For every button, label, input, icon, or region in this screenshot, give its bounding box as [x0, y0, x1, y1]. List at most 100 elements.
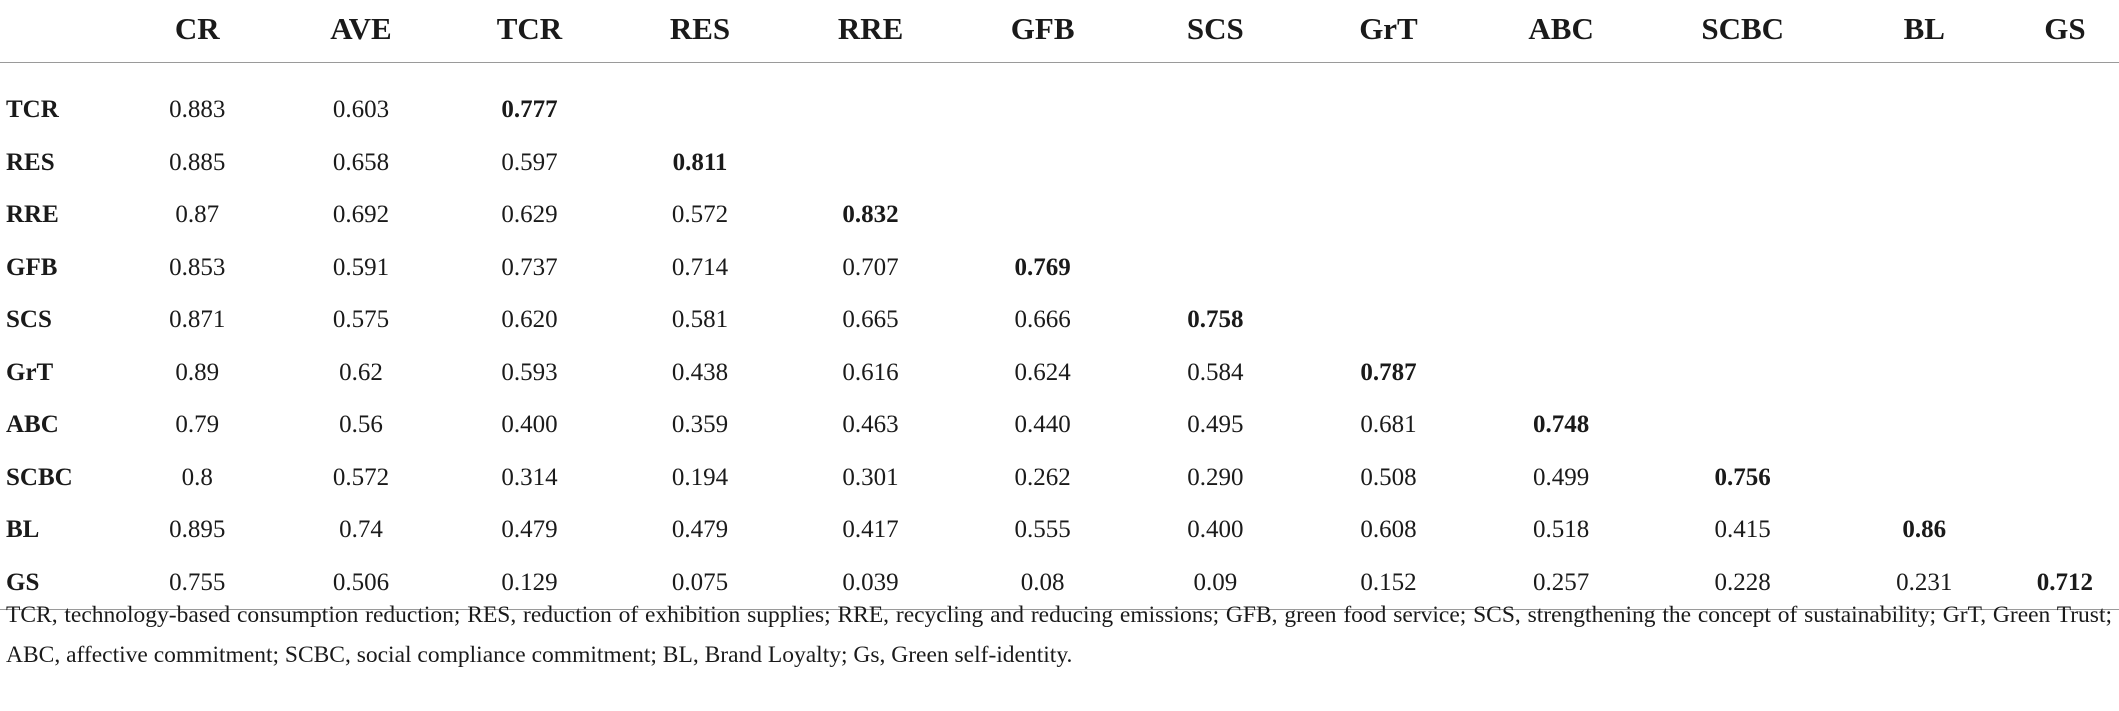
row-header: SCBC [6, 463, 73, 491]
empty-cell [1302, 189, 1474, 242]
row-header: GrT [6, 358, 54, 386]
empty-cell [1648, 347, 1838, 400]
table-cell: 0.575 [332, 306, 390, 334]
row-header: RRE [6, 201, 59, 229]
diagonal-cell: 0.712 [2010, 556, 2119, 610]
table-row: ABC 0.79 0.56 0.400 0.359 0.463 0.440 0.495 0.68… [0, 399, 2119, 452]
column-header: AVE [279, 0, 443, 63]
table-cell: 0.262 [1014, 463, 1071, 491]
empty-cell [1302, 242, 1474, 295]
table-cell: 0.400 [1187, 516, 1244, 544]
empty-cell [1128, 84, 1302, 137]
empty-cell [1648, 294, 1838, 347]
table-cell: 0.853 [169, 253, 226, 281]
column-header: RES [616, 0, 784, 63]
empty-cell [957, 84, 1128, 137]
diagonal-cell: 0.811 [672, 148, 728, 176]
table-cell: 0.228 [1647, 556, 1838, 610]
empty-cell [2011, 399, 2119, 452]
empty-cell [784, 137, 957, 190]
empty-cell [2011, 242, 2119, 295]
empty-cell [1838, 347, 2011, 400]
table-cell: 0.883 [169, 96, 226, 124]
table-cell: 0.075 [616, 556, 784, 610]
table-cell: 0.616 [842, 358, 899, 386]
table-cell: 0.584 [1187, 358, 1244, 386]
column-header: CR [115, 0, 280, 63]
empty-cell [1475, 137, 1648, 190]
diagonal-cell: 0.769 [1014, 253, 1071, 281]
empty-cell [1838, 137, 2011, 190]
empty-cell [1648, 137, 1838, 190]
empty-cell [1475, 242, 1648, 295]
table-cell: 0.666 [1014, 306, 1071, 334]
header-row: CR AVE TCR RES RRE GFB SCS GrT ABC SCBC … [0, 0, 2119, 63]
empty-cell [2011, 452, 2119, 505]
empty-cell [1838, 189, 2011, 242]
table-cell: 0.665 [842, 306, 899, 334]
table-cell: 0.737 [501, 253, 558, 281]
column-header: ABC [1474, 0, 1648, 63]
table-cell: 0.79 [175, 411, 220, 439]
table-cell: 0.885 [169, 148, 226, 176]
table-cell: 0.508 [1360, 463, 1417, 491]
empty-cell [1302, 84, 1474, 137]
column-header: GFB [957, 0, 1129, 63]
table-cell: 0.871 [169, 306, 226, 334]
column-header: TCR [442, 0, 617, 63]
table-cell: 0.417 [842, 516, 899, 544]
diagonal-cell: 0.832 [842, 201, 899, 229]
empty-cell [2011, 84, 2119, 137]
table-cell: 0.603 [332, 96, 390, 124]
table-cell: 0.257 [1474, 556, 1648, 610]
table-row: GrT 0.89 0.62 0.593 0.438 0.616 0.624 0.584 0.78… [0, 347, 2119, 400]
table-cell: 0.440 [1014, 411, 1071, 439]
row-header: ABC [6, 411, 59, 439]
table-cell: 0.89 [175, 358, 220, 386]
table-cell: 0.301 [842, 463, 899, 491]
table-row: GS 0.755 0.506 0.129 0.075 0.039 0.08 0.09 0.152… [0, 556, 2119, 610]
table-row: GFB 0.853 0.591 0.737 0.714 0.707 0.769 [0, 242, 2119, 295]
column-header: SCS [1128, 0, 1303, 63]
table-cell: 0.231 [1837, 556, 2011, 610]
empty-cell [1302, 294, 1474, 347]
empty-cell [1648, 84, 1838, 137]
table-cell: 0.495 [1187, 411, 1244, 439]
empty-cell [1838, 84, 2011, 137]
table-cell: 0.681 [1360, 411, 1417, 439]
diagonal-cell: 0.756 [1714, 463, 1771, 491]
table-row: RES 0.885 0.658 0.597 0.811 [0, 137, 2119, 190]
empty-cell [1838, 399, 2011, 452]
empty-cell [1838, 294, 2011, 347]
empty-cell [616, 84, 784, 137]
empty-cell [957, 189, 1128, 242]
empty-cell [1838, 242, 2011, 295]
empty-cell [2011, 347, 2119, 400]
table-cell: 0.692 [332, 201, 390, 229]
header-spacer-row [0, 62, 2119, 84]
table-cell: 0.09 [1128, 556, 1303, 610]
table-cell: 0.400 [501, 411, 558, 439]
empty-cell [1648, 242, 1838, 295]
table-cell: 0.314 [501, 463, 558, 491]
empty-cell [1648, 189, 1838, 242]
table-cell: 0.624 [1014, 358, 1071, 386]
table-cell: 0.479 [671, 516, 729, 544]
table-cell: 0.555 [1014, 516, 1071, 544]
table-cell: 0.438 [671, 358, 729, 386]
column-header: GS [2010, 0, 2119, 63]
diagonal-cell: 0.748 [1532, 411, 1590, 439]
column-header-corner [0, 0, 116, 63]
empty-cell [784, 84, 957, 137]
empty-cell [1648, 399, 1838, 452]
table-cell: 0.56 [339, 411, 383, 439]
table-cell: 0.479 [501, 516, 558, 544]
table-cell: 0.87 [175, 201, 220, 229]
table-cell: 0.714 [671, 253, 729, 281]
empty-cell [1475, 189, 1648, 242]
column-header: SCBC [1647, 0, 1838, 63]
table-cell: 0.506 [279, 556, 443, 610]
row-header: SCS [6, 306, 52, 334]
table-cell: 0.74 [339, 516, 383, 544]
table-cell: 0.129 [442, 556, 617, 610]
